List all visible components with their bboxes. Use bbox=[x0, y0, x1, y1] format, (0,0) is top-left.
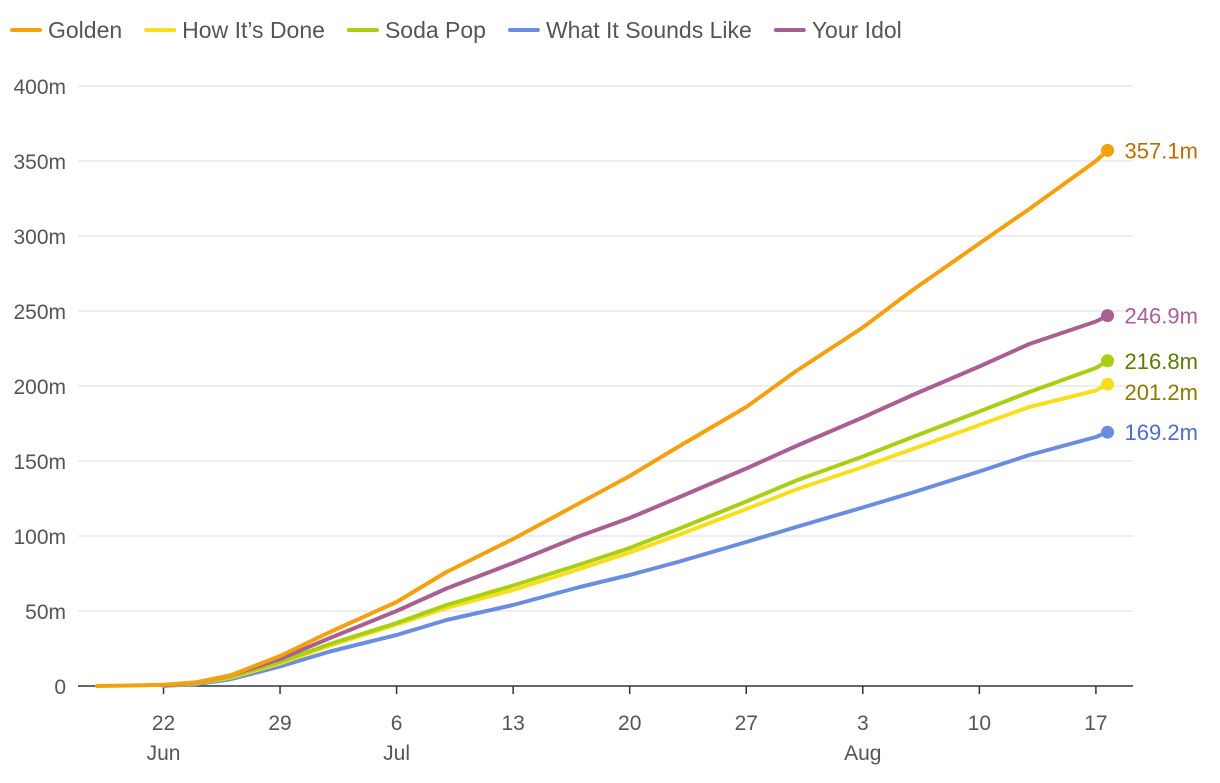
x-tick-label-28: 20 bbox=[618, 712, 641, 735]
x-month-label-jul: Jul bbox=[383, 742, 410, 765]
x-tick-label-35: 27 bbox=[735, 712, 758, 735]
legend: Golden How It’s Done Soda Pop What It Sound… bbox=[10, 17, 902, 43]
series-end-marker-how-it-s-done bbox=[1101, 377, 1115, 391]
series-line-what-it-sounds-like bbox=[161, 430, 1110, 688]
x-tick-label-14: 6 bbox=[391, 712, 403, 735]
x-tick-label-21: 13 bbox=[501, 712, 524, 735]
legend-label-soda-pop: Soda Pop bbox=[385, 17, 486, 43]
y-tick-label-200: 200m bbox=[13, 376, 66, 399]
x-tick-label-7: 29 bbox=[268, 712, 291, 735]
end-label-golden: 357.1m bbox=[1125, 138, 1198, 163]
y-tick-label-250: 250m bbox=[13, 301, 66, 324]
series-end-marker-golden bbox=[1101, 143, 1115, 157]
legend-label-how-it-s-done: How It’s Done bbox=[182, 17, 325, 43]
y-axis: 0 50m 100m 150m 200m 250m 300m 350m 400m bbox=[13, 76, 66, 699]
legend-label-what-it-sounds-like: What It Sounds Like bbox=[546, 17, 752, 43]
x-tick-label-56: 17 bbox=[1084, 712, 1107, 735]
x-month-label-aug: Aug bbox=[844, 742, 881, 765]
series-line-soda-pop bbox=[161, 358, 1110, 688]
x-month-label-jun: Jun bbox=[147, 742, 181, 765]
x-tick-label-49: 10 bbox=[968, 712, 991, 735]
y-tick-label-300: 300m bbox=[13, 226, 66, 249]
end-label-your-idol: 246.9m bbox=[1125, 304, 1198, 329]
series-end-marker-what-it-sounds-like bbox=[1101, 425, 1115, 439]
x-tick-label-42: 3 bbox=[857, 712, 869, 735]
series-line-golden bbox=[94, 148, 1110, 688]
y-tick-label-350: 350m bbox=[13, 151, 66, 174]
x-axis: 22 Jun 29 6 Jul 13 20 27 3 Aug 10 17 bbox=[78, 685, 1133, 765]
end-label-how-it-s-done: 201.2m bbox=[1125, 380, 1198, 405]
y-tick-label-150: 150m bbox=[13, 451, 66, 474]
series-end-marker-your-idol bbox=[1101, 309, 1115, 323]
series-line-how-it-s-done bbox=[161, 382, 1110, 688]
end-labels: 357.1m 246.9m 216.8m 201.2m 169.2m bbox=[1125, 138, 1198, 445]
y-tick-label-50: 50m bbox=[25, 601, 66, 624]
series-group bbox=[94, 143, 1115, 688]
y-tick-label-100: 100m bbox=[13, 526, 66, 549]
legend-label-golden: Golden bbox=[48, 17, 122, 43]
y-tick-label-400: 400m bbox=[13, 76, 66, 99]
x-tick-label-0: 22 bbox=[152, 712, 175, 735]
legend-label-your-idol: Your Idol bbox=[812, 17, 902, 43]
series-end-marker-soda-pop bbox=[1101, 354, 1115, 368]
end-label-what-it-sounds-like: 169.2m bbox=[1125, 420, 1198, 445]
gridlines bbox=[78, 85, 1133, 612]
y-tick-label-0: 0 bbox=[54, 676, 66, 699]
series-line-your-idol bbox=[161, 313, 1110, 688]
end-label-soda-pop: 216.8m bbox=[1125, 349, 1198, 374]
